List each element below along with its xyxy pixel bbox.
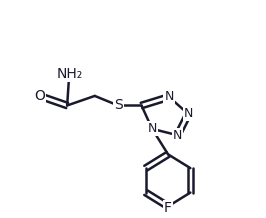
Text: N: N xyxy=(164,90,174,104)
Text: N: N xyxy=(173,129,182,142)
Text: F: F xyxy=(164,201,172,216)
Text: S: S xyxy=(114,99,123,112)
Text: O: O xyxy=(34,89,45,103)
Text: NH₂: NH₂ xyxy=(56,67,82,81)
Text: N: N xyxy=(147,122,157,135)
Text: N: N xyxy=(184,107,193,121)
